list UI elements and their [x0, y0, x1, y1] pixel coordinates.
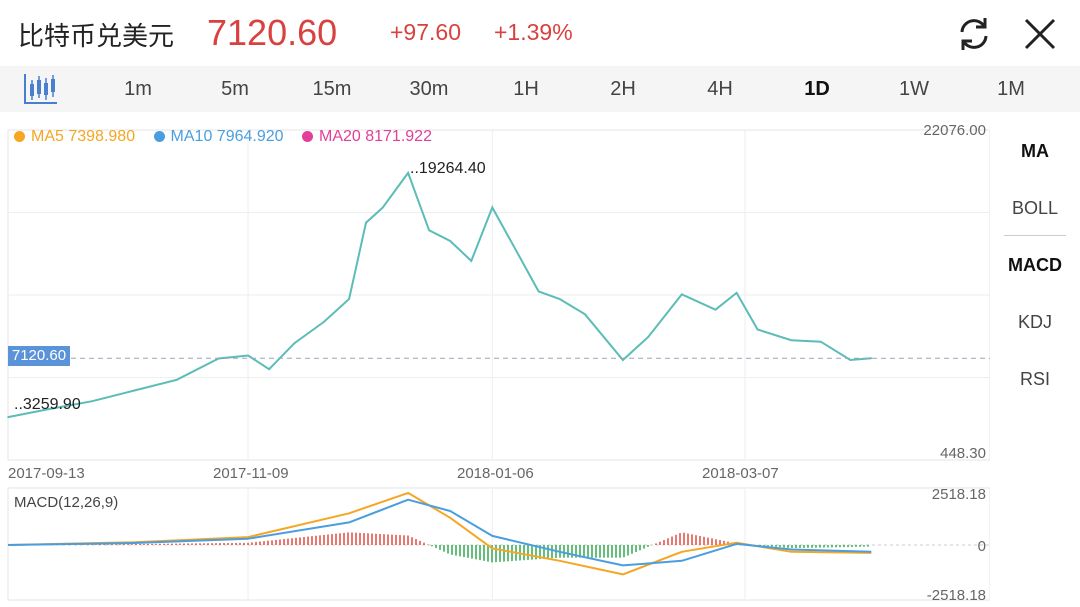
price-point [49, 408, 51, 410]
price-point [558, 298, 561, 300]
tab-5m[interactable]: 5m [221, 78, 249, 100]
close-icon[interactable] [1020, 14, 1060, 54]
macd-label: MACD(12,26,9) [14, 494, 119, 511]
price-line [7, 170, 872, 419]
macd-axis-top: 2518.18 [931, 486, 986, 503]
price-point [247, 354, 249, 357]
indicator-ma[interactable]: MA [1021, 141, 1049, 161]
date-label-1: 2017-09-13 [8, 465, 85, 482]
low-annotation: ..3259.90 [14, 396, 81, 413]
price-change: +97.60 [390, 19, 461, 45]
price-point [407, 172, 409, 174]
legend-ma10-value: 7964.920 [216, 128, 284, 145]
price-point [735, 292, 738, 294]
indicator-boll[interactable]: BOLL [1011, 198, 1059, 218]
price-point [491, 206, 494, 209]
current-price-tag: 7120.60 [8, 346, 70, 366]
price-point [820, 340, 822, 343]
price-point [133, 389, 136, 392]
price-point [7, 416, 9, 418]
indicator-rsi[interactable]: RSI [1019, 369, 1050, 389]
indicator-divider [1004, 235, 1066, 236]
price-point [537, 290, 540, 293]
price-point [516, 252, 519, 255]
last-price: 7120.60 [207, 12, 338, 53]
date-label-4: 2018-03-07 [702, 465, 779, 482]
legend-dot-ma10 [153, 131, 165, 142]
tab-30m[interactable]: 30m [409, 78, 449, 100]
price-point [870, 357, 873, 359]
tab-4h[interactable]: 4H [707, 78, 733, 100]
price-point [470, 260, 473, 262]
price-point [714, 308, 717, 311]
legend-dot-ma5 [14, 131, 25, 142]
timeframe-tabs: 1m 5m 15m 30m 1H 2H 4H 1D 1W 1M [0, 66, 1080, 112]
macd-axis-zero: 0 [977, 538, 986, 555]
ma-legend: MA5 7398.980 MA10 7964.920 MA20 8171.922 [14, 128, 446, 146]
legend-dot-ma20 [301, 131, 313, 142]
price-point [756, 328, 759, 331]
high-annotation: ..19264.40 [410, 160, 486, 177]
tab-1d[interactable]: 1D [804, 78, 830, 100]
price-point [849, 359, 852, 361]
price-point [293, 342, 296, 345]
high-value: 19264.40 [418, 160, 486, 177]
price-point [268, 368, 270, 370]
price-point [382, 206, 384, 209]
indicator-sidebar: MA BOLL MACD KDJ RSI [990, 118, 1080, 607]
tab-1w[interactable]: 1W [899, 78, 929, 100]
legend-ma20-label: MA20 [318, 128, 361, 145]
price-point [622, 359, 624, 361]
price-point [348, 298, 350, 300]
legend-ma20: MA20 8171.922 [301, 128, 432, 145]
price-point [175, 379, 178, 381]
legend-ma20-value: 8171.922 [365, 128, 432, 145]
quote-header: 比特币兑美元 7120.60 +97.60 +1.39% [0, 0, 1080, 66]
tab-1month[interactable]: 1M [997, 78, 1025, 100]
indicator-macd[interactable]: MACD [1008, 255, 1062, 275]
macd-dea-line [7, 498, 872, 567]
indicator-kdj[interactable]: KDJ [1017, 312, 1052, 332]
tab-2h[interactable]: 2H [610, 78, 636, 100]
date-label-3: 2018-01-06 [457, 465, 534, 482]
tab-15m[interactable]: 15m [312, 78, 352, 100]
refresh-icon[interactable] [954, 14, 994, 54]
price-point [365, 221, 367, 224]
main-axis-min: 448.30 [940, 445, 986, 462]
candlestick-icon[interactable] [22, 72, 58, 106]
price-point [681, 293, 683, 296]
date-label-2: 2017-11-09 [213, 465, 289, 482]
price-point [323, 321, 325, 323]
tab-1h[interactable]: 1H [513, 78, 539, 100]
price-chart[interactable] [0, 0, 990, 607]
tab-1m[interactable]: 1m [124, 78, 152, 100]
price-point [647, 336, 649, 338]
legend-ma10: MA10 7964.920 [153, 128, 284, 145]
macd-axis-bottom: -2518.18 [926, 587, 986, 604]
price-point [449, 240, 452, 242]
legend-ma5-label: MA5 [31, 128, 64, 145]
legend-ma10-label: MA10 [170, 128, 213, 145]
price-change-percent: +1.39% [494, 19, 573, 45]
macd-dif-line [7, 491, 872, 576]
price-point [428, 229, 430, 232]
legend-ma5-value: 7398.980 [68, 128, 136, 145]
price-point [790, 339, 793, 341]
pair-title: 比特币兑美元 [18, 21, 175, 51]
legend-ma5: MA5 7398.980 [14, 128, 135, 145]
low-value: 3259.90 [22, 396, 81, 413]
price-point [91, 400, 94, 403]
price-point [584, 313, 586, 316]
main-axis-max: 22076.00 [923, 122, 986, 139]
